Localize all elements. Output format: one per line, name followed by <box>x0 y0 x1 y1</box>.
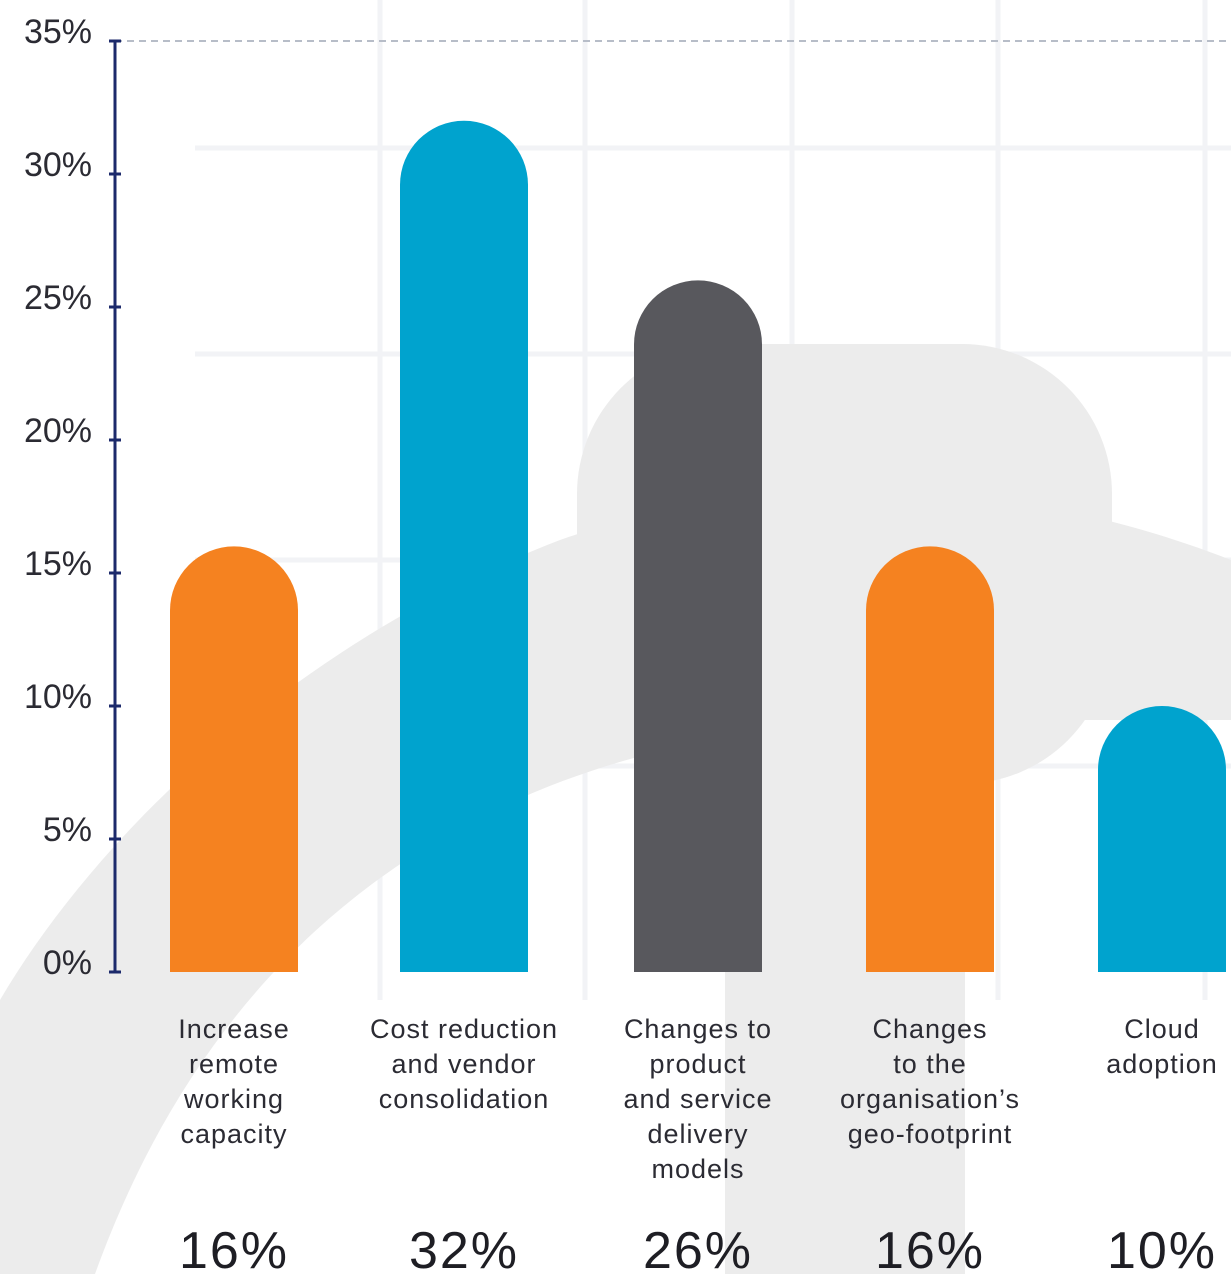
value-label: 16% <box>179 1222 289 1274</box>
category-label-line: Changes to <box>624 1014 772 1044</box>
value-label: 10% <box>1107 1222 1217 1274</box>
category-label-line: remote <box>189 1049 279 1079</box>
category-label-line: Cloud <box>1124 1014 1200 1044</box>
category-label-line: organisation’s <box>840 1084 1020 1114</box>
category-label-line: consolidation <box>379 1084 550 1114</box>
category-label-line: working <box>183 1084 284 1114</box>
bar-series <box>170 120 1226 973</box>
category-label: Changes to product and service delivery mode… <box>623 1014 772 1184</box>
bar <box>1098 706 1226 972</box>
category-label-line: models <box>651 1154 744 1184</box>
category-label: Changes to the organisation’s geo-footprint <box>840 1014 1020 1149</box>
category-label-line: product <box>649 1049 746 1079</box>
category-label-line: adoption <box>1106 1049 1218 1079</box>
value-label: 32% <box>409 1222 519 1274</box>
value-label: 26% <box>643 1222 753 1274</box>
bar <box>400 120 528 973</box>
y-tick-label: 20% <box>24 412 92 450</box>
category-label-line: Changes <box>872 1014 987 1044</box>
category-label-line: Cost reduction <box>370 1014 558 1044</box>
y-tick-label: 0% <box>43 944 92 982</box>
category-label-line: capacity <box>180 1119 287 1149</box>
y-tick-label: 25% <box>24 279 92 317</box>
y-tick-label: 15% <box>24 545 92 583</box>
value-labels: 16% 32% 26% 16% 10% <box>179 1222 1217 1274</box>
category-label-line: Increase <box>178 1014 290 1044</box>
y-tick-label: 30% <box>24 146 92 184</box>
y-axis: 0% 5% 10% 15% 20% 25% 30% 35% <box>24 13 1231 982</box>
category-label-line: to the <box>893 1049 967 1079</box>
bar <box>634 280 762 972</box>
category-label-line: delivery <box>647 1119 748 1149</box>
bar <box>170 546 298 972</box>
y-tick-label: 5% <box>43 811 92 849</box>
category-labels: Increase remote working capacity Cost reduct… <box>178 1014 1218 1184</box>
category-label-line: and vendor <box>391 1049 536 1079</box>
value-label: 16% <box>875 1222 985 1274</box>
y-tick-label: 10% <box>24 678 92 716</box>
y-tick-label: 35% <box>24 13 92 51</box>
category-label: Cost reduction and vendor consolidation <box>370 1014 558 1114</box>
category-label: Increase remote working capacity <box>178 1014 290 1149</box>
bar <box>866 546 994 972</box>
category-label-line: geo-footprint <box>848 1119 1013 1149</box>
category-label-line: and service <box>623 1084 772 1114</box>
category-label: Cloud adoption <box>1106 1014 1218 1079</box>
